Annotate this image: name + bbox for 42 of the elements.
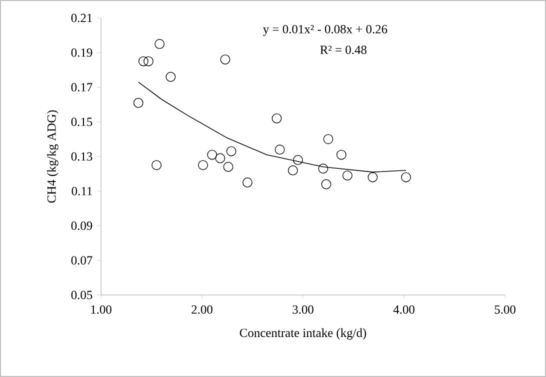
point <box>293 155 303 165</box>
y-tick-label: 0.11 <box>72 186 92 196</box>
y-tick-label: 0.05 <box>71 290 92 300</box>
x-tick-label: 3.00 <box>292 305 314 314</box>
point <box>368 172 378 182</box>
point <box>144 56 154 66</box>
point <box>133 98 144 108</box>
point <box>207 150 218 160</box>
point <box>215 153 226 164</box>
point <box>154 39 165 49</box>
y-tick-label: 0.19 <box>71 48 92 57</box>
y-tick-label: 0.07 <box>71 256 92 265</box>
point <box>226 146 236 156</box>
annotation: y = 0.01x² - 0.08x + 0.26 <box>263 24 388 36</box>
x-tick-label: 1.00 <box>91 305 112 314</box>
point <box>152 160 162 170</box>
point <box>242 178 252 188</box>
point <box>274 144 285 155</box>
point <box>336 150 346 160</box>
x-tick-label: 2.00 <box>192 305 212 314</box>
point <box>401 172 411 182</box>
point <box>138 56 148 66</box>
point <box>223 162 234 172</box>
y-tick-label: 0.15 <box>71 118 92 126</box>
point <box>342 170 352 180</box>
point <box>198 160 208 170</box>
y-tick-label: 0.17 <box>71 83 92 92</box>
x-axis-title: Concentrate intake (kg/d) <box>240 328 366 340</box>
point <box>166 72 176 82</box>
y-tick-label: 0.09 <box>71 222 92 230</box>
point <box>318 164 328 174</box>
annotation: R² = 0.48 <box>320 46 366 54</box>
point <box>321 179 332 190</box>
point <box>288 165 298 176</box>
y-tick-label: 0.13 <box>71 152 92 161</box>
x-tick-label: 4.00 <box>393 305 414 314</box>
y-tick-label: 0.21 <box>71 14 92 22</box>
point <box>272 113 282 124</box>
point <box>220 54 230 64</box>
point <box>323 134 334 144</box>
y-axis-title: CH4 (kg/kg ADG) <box>47 110 58 203</box>
x-tick-label: 5.00 <box>494 305 516 314</box>
